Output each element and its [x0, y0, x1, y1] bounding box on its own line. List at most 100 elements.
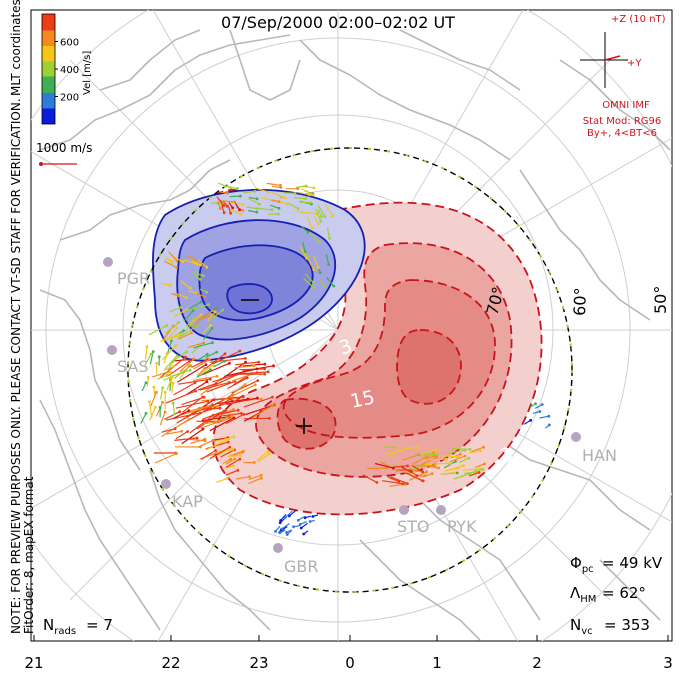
velocity-vector — [402, 454, 420, 461]
velocity-vector-origin — [417, 446, 420, 449]
station-han: HAN — [571, 432, 617, 465]
velocity-vector-origin — [239, 194, 242, 198]
velocity-vector-origin — [239, 212, 243, 216]
velocity-vector — [176, 413, 193, 424]
velocity-vector — [299, 192, 310, 196]
velocity-vector-origin — [455, 471, 459, 475]
velocity-vector — [385, 449, 402, 455]
velocity-vector-origin — [175, 259, 179, 263]
velocity-vector-origin — [224, 409, 228, 412]
velocity-vector-origin — [312, 281, 315, 285]
colorbar-tick-label: 200 — [60, 93, 79, 104]
velocity-vector — [444, 467, 459, 472]
velocity-vector — [191, 272, 201, 280]
velocity-vector-origin — [482, 445, 485, 449]
velocity-vector-origin — [278, 521, 282, 525]
velocity-vector-origin — [152, 385, 156, 389]
velocity-vector — [234, 451, 243, 456]
velocity-vector — [422, 473, 433, 478]
mlt-tick-label: 0 — [345, 654, 355, 672]
velocity-vector-origin — [299, 526, 303, 530]
velocity-vector — [284, 510, 293, 518]
velocity-vector-origin — [229, 211, 233, 215]
velocity-vector — [160, 387, 164, 400]
velocity-vector — [324, 204, 334, 217]
velocity-vector — [186, 381, 208, 395]
velocity-vector-origin — [168, 370, 172, 374]
velocity-vector-origin — [214, 382, 218, 385]
velocity-vector-origin — [312, 268, 316, 271]
velocity-vector — [150, 392, 157, 407]
velocity-vector-origin — [199, 263, 203, 267]
velocity-vector — [185, 260, 195, 264]
velocity-vector-origin — [241, 203, 245, 207]
velocity-vector-origin — [221, 308, 225, 312]
velocity-vector — [199, 381, 230, 391]
velocity-vector — [191, 358, 208, 368]
velocity-vector-origin — [206, 399, 210, 403]
velocity-vector-origin — [218, 406, 222, 410]
velocity-vector-origin — [453, 471, 456, 474]
velocity-vector — [247, 210, 257, 213]
velocity-vector-origin — [385, 466, 389, 470]
vector-count: Nvc = 353 — [570, 616, 650, 637]
velocity-vector-origin — [205, 265, 209, 269]
velocity-vector-origin — [228, 445, 232, 449]
velocity-vector — [469, 450, 481, 454]
velocity-vector — [383, 446, 396, 449]
velocity-vector-origin — [146, 376, 150, 379]
velocity-vector-origin — [274, 530, 277, 533]
velocity-vector — [387, 476, 400, 483]
velocity-vector-origin — [171, 360, 174, 364]
velocity-vector — [247, 197, 260, 205]
colorbar-tick-label: 400 — [60, 65, 79, 76]
mlt-tick-label: 1 — [432, 654, 442, 672]
velocity-vector-origin — [207, 303, 210, 306]
velocity-vector-origin — [195, 436, 199, 440]
velocity-vector-origin — [293, 192, 297, 195]
velocity-vector — [197, 382, 217, 391]
velocity-vector-origin — [277, 212, 280, 216]
velocity-vector-origin — [215, 374, 219, 378]
velocity-vector — [201, 324, 212, 335]
velocity-vector — [403, 467, 418, 477]
velocity-vector — [309, 232, 320, 243]
velocity-vector — [288, 202, 299, 210]
velocity-vector-origin — [263, 367, 267, 371]
velocity-vector — [187, 290, 197, 294]
velocity-vector-origin — [155, 361, 159, 365]
velocity-vector — [428, 458, 447, 461]
velocity-vector — [459, 457, 470, 463]
velocity-vector-origin — [479, 449, 482, 452]
velocity-vector — [167, 327, 178, 340]
velocity-vector — [155, 402, 164, 417]
velocity-vector-origin — [257, 360, 261, 364]
velocity-vector-origin — [231, 206, 235, 210]
velocity-vector-origin — [203, 437, 207, 441]
velocity-vector-origin — [255, 210, 259, 214]
phi-symbol: Φ — [570, 554, 582, 572]
velocity-vector — [225, 458, 241, 468]
velocity-vector-origin — [300, 211, 304, 214]
mlt-tick-label: 22 — [161, 654, 180, 672]
nrads-value: = 7 — [86, 616, 113, 634]
velocity-vector — [243, 190, 256, 194]
velocity-vector-origin — [211, 309, 214, 312]
velocity-vector-origin — [434, 455, 438, 459]
velocity-vector — [374, 462, 394, 469]
velocity-vector — [182, 396, 204, 413]
velocity-vector-origin — [259, 397, 263, 401]
station-label-sto: STO — [397, 517, 430, 536]
velocity-vector-origin — [272, 364, 275, 368]
velocity-vector-origin — [236, 468, 240, 472]
velocity-vector — [209, 446, 231, 460]
velocity-vector — [201, 362, 230, 376]
velocity-vector — [176, 364, 207, 383]
velocity-vector-origin — [199, 313, 203, 317]
station-label-kap: KAP — [172, 492, 203, 511]
velocity-vector — [196, 367, 206, 377]
velocity-vector — [281, 523, 290, 530]
velocity-vector — [165, 321, 179, 334]
velocity-vector-origin — [296, 207, 300, 211]
velocity-vector — [167, 361, 173, 371]
